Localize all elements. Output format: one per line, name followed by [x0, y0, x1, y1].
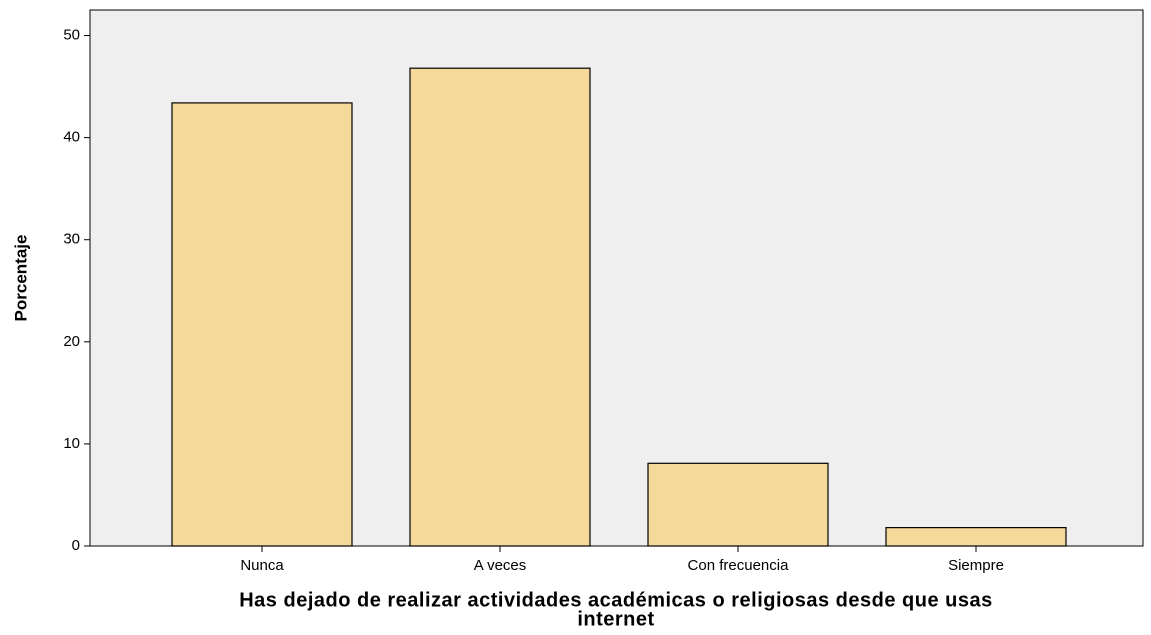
y-tick-label: 50 [63, 26, 80, 43]
x-tick-label: Siempre [948, 557, 1004, 574]
bar [647, 462, 829, 547]
bar [409, 67, 591, 547]
y-axis-label: Porcentaje [11, 235, 30, 322]
x-tick-label: Con frecuencia [688, 557, 790, 574]
x-axis-label: Has dejado de realizar actividades acadé… [239, 589, 993, 611]
bar [885, 527, 1067, 547]
x-axis-label: internet [577, 608, 654, 630]
y-tick-label: 0 [72, 537, 80, 554]
x-tick-label: A veces [474, 557, 527, 574]
x-tick-label: Nunca [240, 557, 284, 574]
y-tick-label: 10 [63, 435, 80, 452]
bar [171, 102, 353, 547]
y-tick-label: 40 [63, 129, 80, 146]
y-tick-label: 20 [63, 333, 80, 350]
y-tick-label: 30 [63, 231, 80, 248]
